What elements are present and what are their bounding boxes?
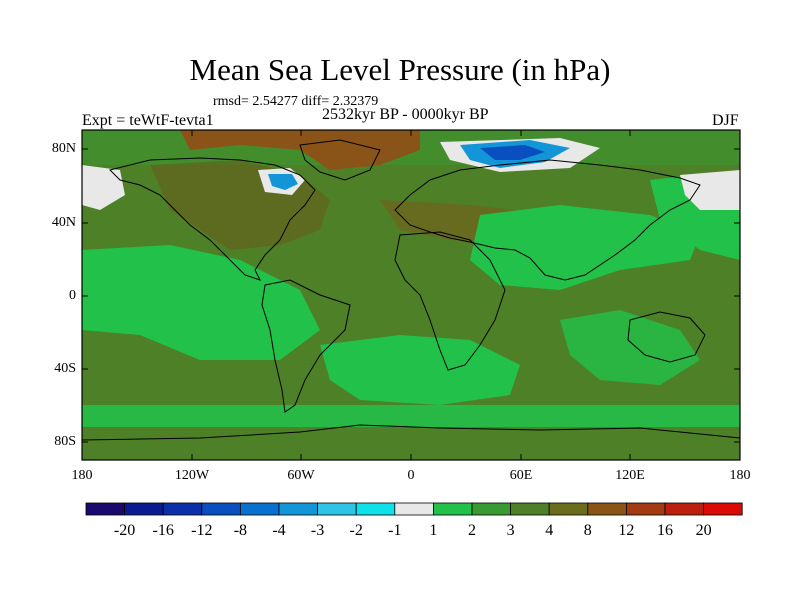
coast-greenland	[299, 139, 381, 181]
colorbar-swatch	[548, 502, 589, 516]
colorbar-swatch	[587, 502, 627, 516]
colorbar-label: -1	[388, 522, 402, 539]
lon-tick-120e: 120E	[615, 468, 645, 483]
lat-tick-0: 0	[69, 288, 76, 303]
colorbar-swatch	[317, 502, 357, 516]
colorbar-swatch	[162, 502, 203, 516]
coast-africa	[394, 231, 506, 371]
colorbar-swatch	[278, 502, 318, 516]
patch-gray-east	[680, 170, 740, 210]
patch-blue-siberia	[480, 145, 545, 160]
colorbar-label: -3	[310, 522, 325, 539]
lat-tick-40s: 40S	[54, 361, 76, 376]
colorbar-swatch	[626, 502, 666, 516]
colorbar-label: -8	[233, 522, 248, 539]
lon-tick-0: 0	[407, 468, 415, 483]
colorbar-label: -16	[152, 522, 174, 539]
coast-australia	[627, 311, 706, 363]
patch-gray-west	[82, 165, 125, 210]
coast-eurasia	[394, 159, 701, 281]
coast-north-america	[109, 157, 316, 281]
colorbar-label: -12	[191, 522, 213, 539]
colorbar-label: 2	[468, 522, 476, 539]
colorbar-swatch	[239, 502, 280, 516]
coast-south-america	[261, 279, 351, 413]
field-southern-green	[82, 405, 740, 427]
lon-tick-120w: 120W	[174, 468, 210, 483]
colorbar	[85, 502, 743, 516]
coast-antarctica	[82, 424, 740, 441]
colorbar-label: -4	[272, 522, 286, 539]
period-label: 2532kyr BP - 0000kyr BP	[322, 106, 489, 123]
colorbar-label: 8	[583, 522, 592, 539]
colorbar-label: 1	[429, 522, 438, 539]
colorbar-swatch	[510, 502, 550, 516]
colorbar-label: -2	[349, 522, 363, 539]
lon-tick-180w: 180	[71, 468, 93, 483]
field-arctic-brown	[180, 130, 420, 170]
chart-title: Mean Sea Level Pressure (in hPa)	[189, 52, 611, 87]
colorbar-label: 3	[506, 522, 515, 539]
lat-tick-40n: 40N	[51, 215, 76, 230]
pressure-field	[82, 130, 740, 460]
colorbar-label: 16	[657, 522, 673, 539]
lon-tick-60e: 60E	[509, 468, 533, 483]
colorbar-swatch	[355, 502, 396, 516]
colorbar-swatch	[703, 502, 743, 516]
stats-text: rmsd= 2.54277 diff= 2.32379	[213, 94, 379, 109]
field-pacific-green	[82, 245, 320, 360]
lon-tick-180e: 180	[729, 468, 751, 483]
lon-tick-60w: 60W	[287, 468, 315, 483]
colorbar-swatch	[201, 502, 241, 516]
colorbar-label: 12	[618, 522, 635, 539]
coastlines	[82, 139, 740, 441]
colorbar-label: 4	[545, 522, 554, 539]
field-satlantic-green	[320, 335, 520, 405]
colorbar-label: -20	[113, 522, 136, 539]
colorbar-swatch	[432, 502, 473, 516]
axis-ticks	[81, 130, 741, 460]
field-asia-green	[470, 205, 700, 290]
colorbar-label: 20	[695, 522, 712, 539]
experiment-label: Expt = teWtF-tevta1	[82, 112, 214, 129]
colorbar-swatch	[124, 502, 164, 516]
colorbar-swatch	[664, 502, 704, 516]
lat-tick-80s: 80S	[54, 434, 76, 449]
lat-tick-80n: 80N	[51, 141, 76, 156]
colorbar-swatch	[85, 502, 125, 516]
colorbar-swatch	[471, 502, 511, 516]
season-label: DJF	[712, 112, 739, 129]
patch-blue-hudson	[268, 174, 298, 190]
field-indian-green	[560, 310, 700, 385]
colorbar-swatch	[394, 502, 434, 516]
